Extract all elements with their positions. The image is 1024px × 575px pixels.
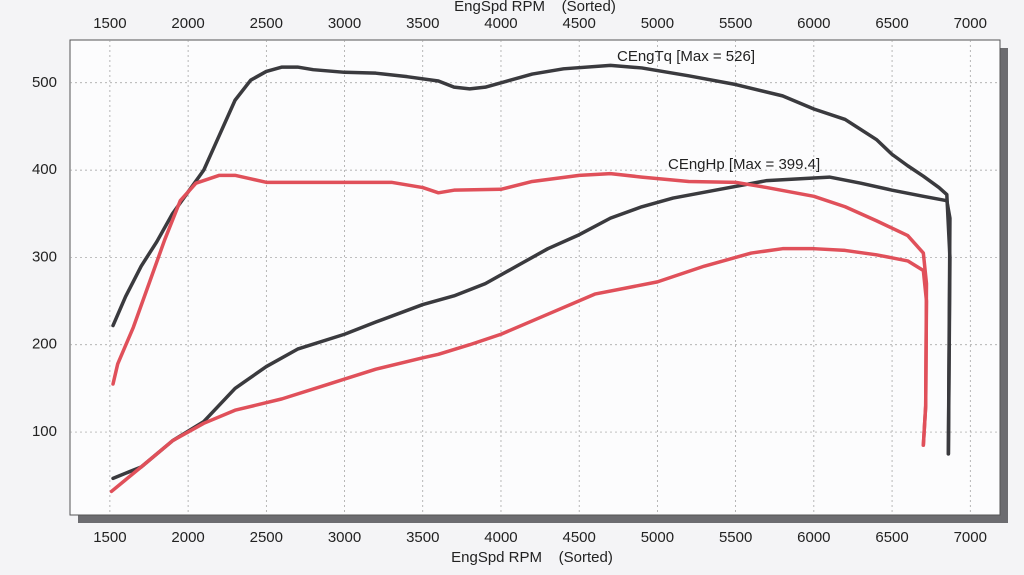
x-tick-label: 3500: [406, 529, 439, 546]
x-axis-title: EngSpd RPM (Sorted): [451, 549, 613, 566]
series-line: [111, 175, 952, 481]
x-tick-label: 2500: [250, 529, 283, 546]
annotation: CEngHp [Max = 399.4]: [668, 156, 820, 173]
x-tick-label-top: 1500: [93, 15, 126, 32]
series-line: [111, 171, 929, 447]
x-tick-label: 6000: [797, 529, 830, 546]
x-tick-label-top: 6500: [875, 15, 908, 32]
x-tick-label-top: 2500: [250, 15, 283, 32]
y-tick-label: 500: [32, 74, 57, 91]
x-tick-label-top: 4000: [484, 15, 517, 32]
x-tick-label-top: 6000: [797, 15, 830, 32]
x-tick-label: 1500: [93, 529, 126, 546]
series-line: [111, 63, 952, 456]
x-tick-label-top: 2000: [171, 15, 204, 32]
x-tick-label-top: 5000: [641, 15, 674, 32]
x-tick-label: 2000: [171, 529, 204, 546]
annotation: CEngTq [Max = 526]: [617, 48, 755, 65]
x-tick-label: 4500: [563, 529, 596, 546]
y-tick-label: 100: [32, 423, 57, 440]
x-tick-label-top: 5500: [719, 15, 752, 32]
x-tick-label: 5500: [719, 529, 752, 546]
x-tick-label-top: 4500: [563, 15, 596, 32]
x-tick-label: 4000: [484, 529, 517, 546]
y-tick-label: 200: [32, 336, 57, 353]
y-tick-label: 400: [32, 161, 57, 178]
x-tick-label: 5000: [641, 529, 674, 546]
x-axis-title-top: EngSpd RPM (Sorted): [454, 0, 616, 15]
y-tick-label: 300: [32, 248, 57, 265]
x-tick-label: 3000: [328, 529, 361, 546]
x-tick-label-top: 3000: [328, 15, 361, 32]
x-tick-label-top: 3500: [406, 15, 439, 32]
x-tick-label: 7000: [954, 529, 987, 546]
x-tick-label: 6500: [875, 529, 908, 546]
series-line: [109, 246, 929, 494]
x-tick-label-top: 7000: [954, 15, 987, 32]
plot-area: [69, 39, 1001, 516]
